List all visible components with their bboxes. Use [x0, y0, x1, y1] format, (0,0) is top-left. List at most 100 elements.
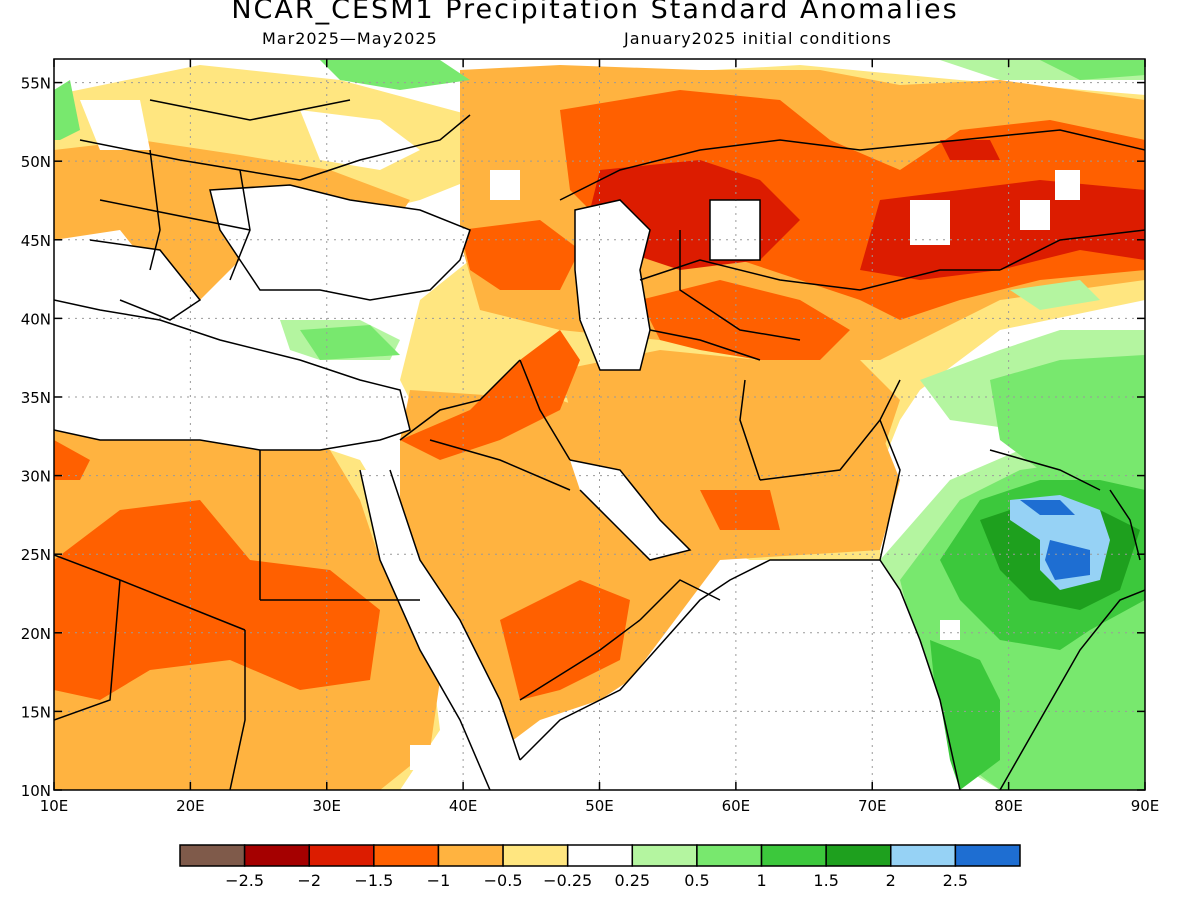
europe-patch: [80, 100, 150, 150]
lat-tick-label: 35N: [21, 389, 51, 407]
dry-strong-sahara: [54, 500, 380, 700]
red-sea: [360, 470, 520, 790]
country-borders: [54, 99, 1145, 790]
lat-tick-label: 30N: [21, 468, 51, 486]
colorbar-swatch: [890, 844, 957, 867]
wet-light-kz-east: [1010, 280, 1100, 310]
coastline-arabia-south: [519, 559, 880, 761]
border-europe-1: [79, 139, 301, 181]
adriatic: [90, 240, 200, 320]
coastline-red-sea-west: [359, 469, 491, 790]
coastline-aral: [709, 199, 761, 261]
persian-gulf: [570, 460, 690, 560]
colorbar-swatch: [502, 844, 569, 867]
colorbar-label: −2: [297, 871, 321, 890]
lat-tick-label: 45N: [21, 232, 51, 250]
dry-strong-caucasus: [460, 220, 580, 290]
border-iran-afghan: [739, 379, 761, 481]
lon-tick-label: 60E: [722, 797, 751, 815]
colorbar-swatch: [696, 844, 763, 867]
colorbar-label: 2.5: [943, 871, 968, 890]
lon-tick-label: 50E: [585, 797, 614, 815]
india-missing: [940, 620, 960, 640]
border-kazakh-south: [639, 259, 1000, 291]
border-nepal: [989, 449, 1101, 491]
border-libya-chad: [119, 579, 246, 631]
lon-tick-label: 40E: [449, 797, 478, 815]
lat-tick-label: 50N: [21, 153, 51, 171]
coastline-black-sea: [209, 184, 471, 301]
lon-tick-label: 80E: [994, 797, 1023, 815]
colorbar-swatch: [243, 844, 310, 867]
border-oman: [639, 579, 721, 621]
dry-moderate-iran-afghan: [560, 350, 900, 480]
wet-moderate-turkey: [300, 325, 400, 360]
lake-balkhash: [910, 200, 950, 245]
border-europe-2: [99, 199, 251, 231]
lon-tick-label: 30E: [312, 797, 341, 815]
lat-tick-label: 10N: [21, 782, 51, 800]
colorbar-label: 1: [756, 871, 766, 890]
colorbar-label: 1.5: [813, 871, 838, 890]
colorbar-label: −1: [427, 871, 451, 890]
coastline-persian-gulf: [569, 459, 692, 561]
border-europe-5: [149, 149, 161, 271]
coastline-mediterranean: [54, 299, 411, 451]
colorbar-swatch: [631, 844, 698, 867]
wet-moderate-east: [1040, 60, 1145, 80]
border-saudi-yemen: [519, 619, 641, 701]
europe-patch-2: [300, 110, 420, 170]
dry-very-strong-russia: [940, 140, 1000, 160]
dry-strong-sahel: [54, 440, 90, 480]
forecast-period: Mar2025—May2025: [262, 29, 438, 48]
lon-tick-label: 90E: [1131, 797, 1160, 815]
border-bangladesh: [1109, 489, 1141, 561]
kz-missing-2: [1055, 170, 1080, 200]
black-sea: [210, 185, 470, 300]
border-levant: [399, 359, 521, 441]
colorbar-swatch: [760, 844, 827, 867]
border-russia-ukraine: [299, 114, 471, 181]
border-pak-india: [879, 419, 901, 561]
border-niger-chad: [54, 579, 121, 721]
border-kazakh-north: [559, 129, 1145, 201]
colorbar-swatch: [179, 844, 246, 867]
colorbar: −2.5 −2 −1.5 −1 −0.5 −0.25 0.25 0.5 1 1.5 2 2.5: [179, 844, 1021, 890]
caspian-sea: [575, 200, 650, 370]
border-china-kz: [999, 229, 1145, 271]
wet-moderate-siberia: [54, 80, 80, 140]
kz-missing: [1020, 200, 1050, 230]
colorbar-swatch: [437, 844, 504, 867]
dry-strong-levant: [400, 330, 580, 460]
colorbar-label: −0.25: [543, 871, 592, 890]
lat-tick-label: 25N: [21, 546, 51, 564]
colorbar-swatch: [566, 844, 634, 867]
border-saudi-iraq: [429, 439, 571, 491]
aral-sea: [710, 200, 760, 260]
coastline-india: [879, 559, 961, 790]
colorbar-swatch: [308, 844, 375, 867]
colorbar-label: 2: [886, 871, 896, 890]
border-uzbek: [679, 230, 801, 341]
colorbar-swatch: [825, 844, 892, 867]
colorbar-swatch: [373, 844, 440, 867]
border-europe-3: [149, 99, 351, 121]
lat-tick-label: 55N: [21, 75, 51, 93]
wet-max-bengal: [1020, 500, 1075, 515]
colorbar-label: 0.5: [684, 871, 709, 890]
lat-tick-label: 40N: [21, 310, 51, 328]
border-turkmen-iran: [649, 329, 761, 361]
colorbar-label: −1.5: [354, 871, 393, 890]
map-title: NCAR_CESM1 Precipitation Standard Anomal…: [231, 0, 959, 25]
colorbar-swatch: [954, 844, 1021, 867]
graticule: [54, 59, 1145, 790]
arabian-sea: [500, 560, 960, 790]
lon-tick-label: 20E: [176, 797, 205, 815]
coastline-india-east: [999, 589, 1145, 790]
border-algeria-libya: [54, 554, 121, 581]
wet-moderate-himalaya: [990, 355, 1145, 470]
mediterranean-sea: [54, 300, 410, 450]
border-afghan-pak: [759, 379, 901, 481]
colorbar-label: −0.5: [484, 871, 523, 890]
